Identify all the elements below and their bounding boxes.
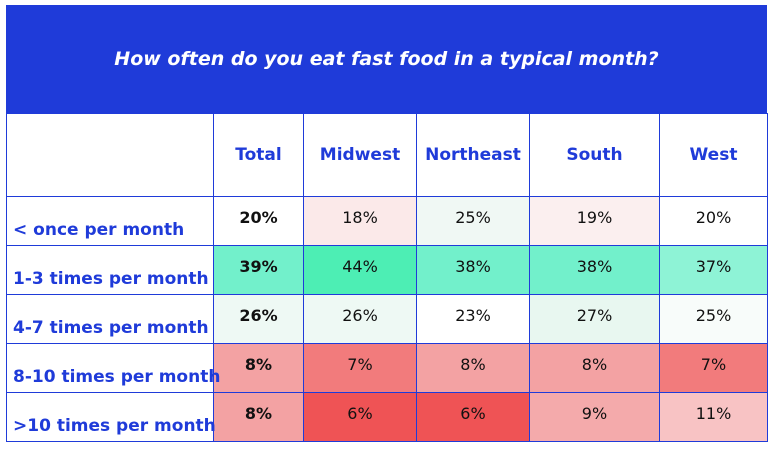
- cell-total: 20%: [213, 196, 304, 246]
- cell-northeast: 25%: [416, 196, 530, 246]
- cell-northeast: 8%: [416, 343, 530, 393]
- column-header-total: Total: [213, 113, 304, 197]
- cell-total: 39%: [213, 245, 304, 295]
- cell-northeast: 23%: [416, 294, 530, 344]
- table-body: < once per month 20% 18% 25% 19% 20% 1-3 times…: [6, 196, 768, 442]
- results-table: Total Midwest Northeast South West < onc…: [6, 113, 768, 442]
- cell-total: 26%: [213, 294, 304, 344]
- cell-northeast: 38%: [416, 245, 530, 295]
- survey-table-figure: How often do you eat fast food in a typi…: [6, 5, 768, 448]
- cell-midwest: 6%: [303, 392, 417, 442]
- corner-cell: [6, 113, 214, 197]
- cell-south: 38%: [529, 245, 660, 295]
- cell-south: 8%: [529, 343, 660, 393]
- table-row: < once per month 20% 18% 25% 19% 20%: [6, 196, 768, 246]
- row-label: 1-3 times per month: [6, 245, 214, 295]
- cell-west: 37%: [659, 245, 768, 295]
- cell-midwest: 26%: [303, 294, 417, 344]
- column-header-south: South: [529, 113, 660, 197]
- cell-south: 19%: [529, 196, 660, 246]
- cell-midwest: 18%: [303, 196, 417, 246]
- column-header-midwest: Midwest: [303, 113, 417, 197]
- cell-west: 25%: [659, 294, 768, 344]
- cell-south: 27%: [529, 294, 660, 344]
- cell-west: 11%: [659, 392, 768, 442]
- table-row: 1-3 times per month 39% 44% 38% 38% 37%: [6, 245, 768, 295]
- cell-total: 8%: [213, 392, 304, 442]
- header-row: Total Midwest Northeast South West: [6, 113, 768, 197]
- cell-south: 9%: [529, 392, 660, 442]
- row-label: < once per month: [6, 196, 214, 246]
- table-row: >10 times per month 8% 6% 6% 9% 11%: [6, 392, 768, 442]
- row-label: >10 times per month: [6, 392, 216, 442]
- table-title: How often do you eat fast food in a typi…: [6, 5, 767, 113]
- table-row: 4-7 times per month 26% 26% 23% 27% 25%: [6, 294, 768, 344]
- cell-west: 7%: [659, 343, 768, 393]
- cell-west: 20%: [659, 196, 768, 246]
- row-label: 8-10 times per month: [6, 343, 220, 393]
- cell-midwest: 44%: [303, 245, 417, 295]
- cell-northeast: 6%: [416, 392, 530, 442]
- column-header-northeast: Northeast: [416, 113, 530, 197]
- cell-midwest: 7%: [303, 343, 417, 393]
- cell-total: 8%: [213, 343, 304, 393]
- column-header-west: West: [659, 113, 768, 197]
- table-row: 8-10 times per month 8% 7% 8% 8% 7%: [6, 343, 768, 393]
- row-label: 4-7 times per month: [6, 294, 214, 344]
